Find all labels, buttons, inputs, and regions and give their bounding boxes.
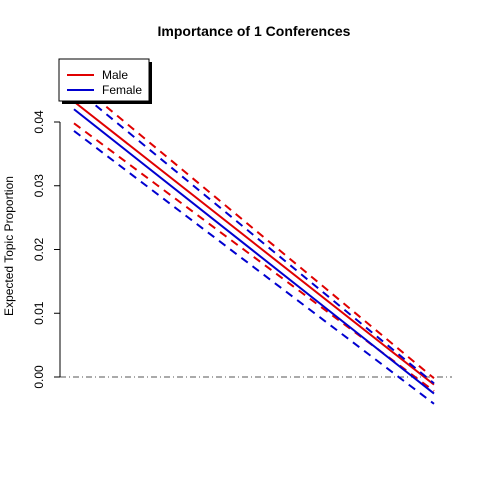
- legend-label-male: Male: [102, 68, 128, 82]
- legend-box: [58, 58, 150, 102]
- y-tick-label: 0.04: [32, 110, 46, 134]
- series-female-ci-lower: [73, 130, 435, 405]
- series-female-ci-upper: [73, 86, 435, 385]
- series-male-mean-line: [73, 100, 435, 386]
- y-tick-label: 0.02: [32, 237, 46, 261]
- legend-label-female: Female: [102, 83, 142, 97]
- y-axis: 0.00 0.01 0.02 0.03 0.04: [32, 110, 61, 389]
- series-female-mean-line: [73, 108, 435, 395]
- chart-title: Importance of 1 Conferences: [158, 23, 351, 39]
- y-tick-label: 0.01: [32, 301, 46, 325]
- series-male-ci-upper: [73, 79, 435, 380]
- y-tick-label: 0.00: [32, 365, 46, 389]
- y-tick-label: 0.03: [32, 174, 46, 198]
- y-axis-label: Expected Topic Proportion: [2, 176, 16, 316]
- plot-area: [60, 79, 452, 405]
- series-male-ci-lower: [73, 122, 435, 392]
